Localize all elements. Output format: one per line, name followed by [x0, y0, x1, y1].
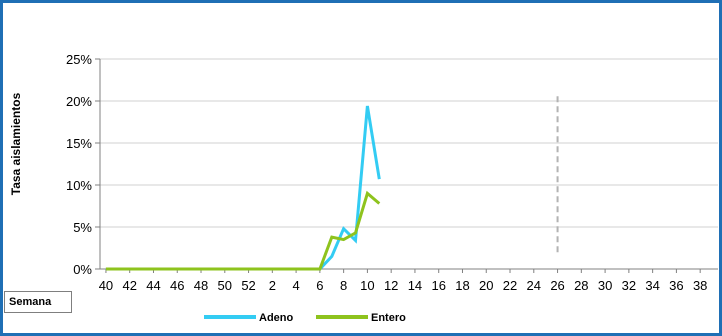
x-tick-labels: 40 42 44 46 48 50 52 2 4 6 8 10 12 14 16 18 20 22 24 26 28 30… [99, 269, 707, 293]
x-tick-label: 46 [170, 278, 184, 293]
x-tick-label: 6 [316, 278, 323, 293]
x-tick-label: 36 [669, 278, 683, 293]
x-tick-label: 20 [479, 278, 493, 293]
x-tick-label: 14 [408, 278, 422, 293]
legend: Adeno Entero [204, 312, 406, 324]
x-tick-label: 4 [292, 278, 299, 293]
x-tick-label: 26 [550, 278, 564, 293]
x-tick-label: 22 [503, 278, 517, 293]
legend-label-entero: Entero [371, 312, 406, 324]
x-tick-label: 34 [645, 278, 659, 293]
y-tick-label: 20% [66, 94, 92, 109]
x-tick-label: 16 [431, 278, 445, 293]
y-tick-label: 5% [73, 220, 92, 235]
x-tick-label: 28 [574, 278, 588, 293]
y-tick-labels: 0% 5% 10% 15% 20% 25% [66, 52, 92, 277]
x-tick-label: 32 [622, 278, 636, 293]
x-tick-label: 10 [360, 278, 374, 293]
gridlines [95, 58, 718, 270]
series-line-adeno [105, 105, 381, 271]
y-tick-label: 15% [66, 136, 92, 151]
x-tick-label: 50 [218, 278, 232, 293]
x-tick-label: 18 [455, 278, 469, 293]
y-tick-label: 10% [66, 178, 92, 193]
series-lines [105, 105, 381, 271]
series-line-entero [105, 190, 381, 271]
axes [99, 59, 718, 270]
x-tick-label: 38 [693, 278, 707, 293]
x-tick-label: 30 [598, 278, 612, 293]
x-tick-label: 52 [241, 278, 255, 293]
y-tick-label: 25% [66, 52, 92, 67]
legend-label-adeno: Adeno [259, 312, 294, 324]
y-tick-label: 0% [73, 262, 92, 277]
x-tick-label: 24 [527, 278, 541, 293]
x-tick-label: 42 [122, 278, 136, 293]
x-tick-label: 48 [194, 278, 208, 293]
x-tick-label: 44 [146, 278, 160, 293]
x-tick-label: 12 [384, 278, 398, 293]
x-tick-label: 2 [269, 278, 276, 293]
x-tick-label: 40 [99, 278, 113, 293]
x-axis-title: Semana [4, 291, 72, 313]
y-axis-title: Tasa aislamientos [9, 92, 23, 195]
x-tick-label: 8 [340, 278, 347, 293]
